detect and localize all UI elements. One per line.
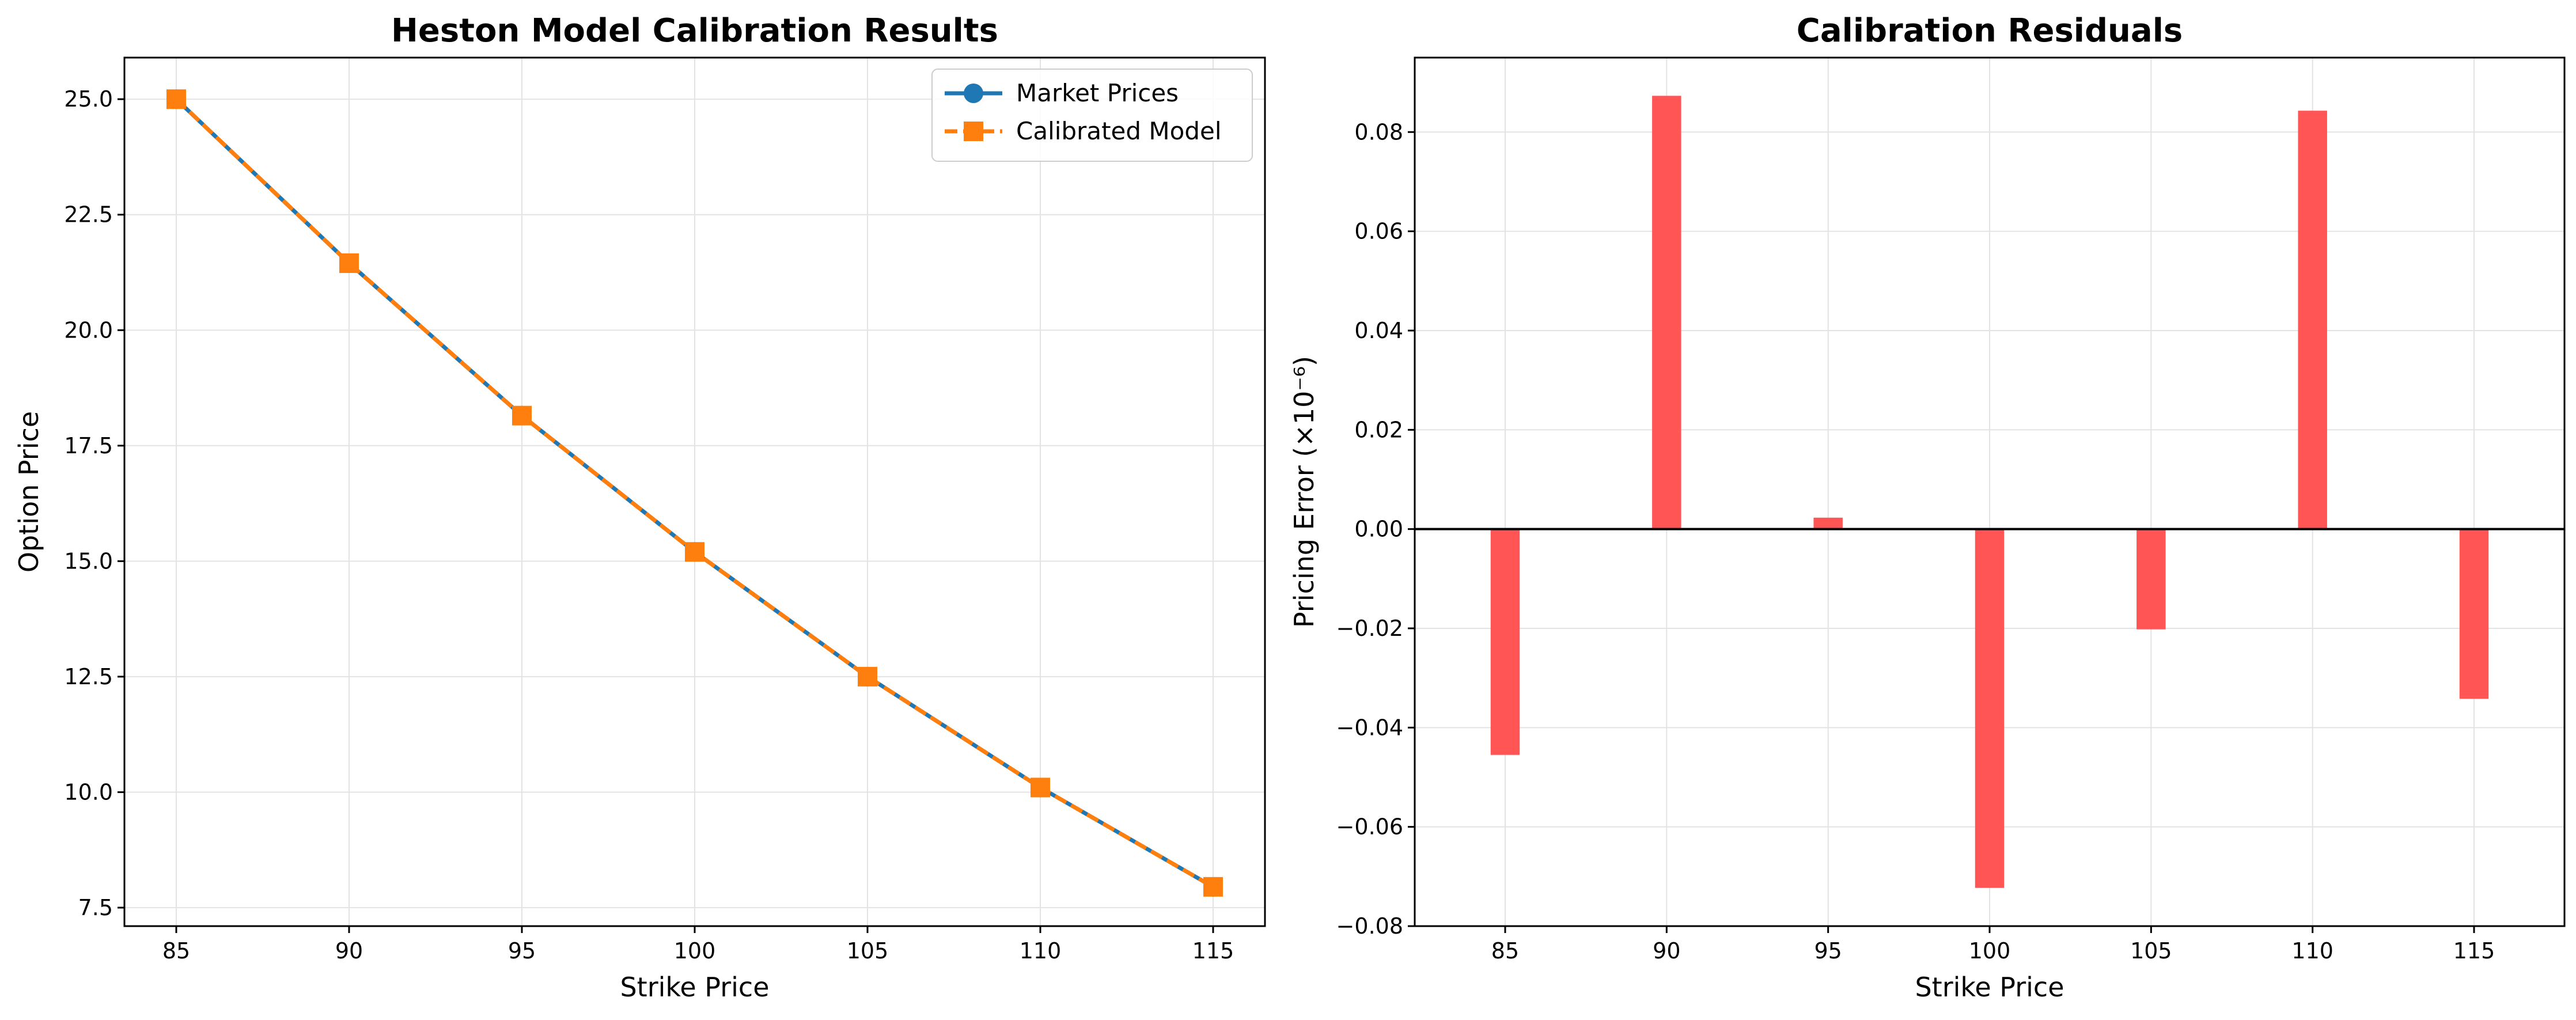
y-tick-label: 25.0 <box>64 86 113 112</box>
calibrated-model-point <box>1203 877 1223 897</box>
calibrated-model-point <box>512 405 532 426</box>
residual-bar <box>1652 96 1681 529</box>
residual-bar <box>2298 111 2327 529</box>
residual-bar <box>1813 517 1843 529</box>
residual-bar <box>2459 529 2489 699</box>
x-tick-label: 85 <box>1491 938 1519 964</box>
x-tick-label: 85 <box>162 938 190 964</box>
y-tick-label: −0.04 <box>1336 715 1403 740</box>
legend-frame <box>931 69 1253 162</box>
plot-frame <box>1414 56 2566 927</box>
y-tick-label: 0.08 <box>1354 119 1403 145</box>
x-tick-label: 100 <box>674 938 716 964</box>
x-tick-label: 110 <box>2291 938 2333 964</box>
y-tick-label: 0.06 <box>1354 219 1403 244</box>
y-axis-label: Pricing Error (×10⁻⁶) <box>1289 356 1320 628</box>
x-tick-label: 115 <box>1192 938 1234 964</box>
y-tick-label: 0.00 <box>1354 517 1403 542</box>
y-tick-label: 0.04 <box>1354 318 1403 343</box>
residual-bar <box>1975 529 2005 888</box>
calibrated-model-point <box>1031 778 1050 798</box>
y-axis-label: Option Price <box>13 411 44 572</box>
x-tick-label: 105 <box>847 938 889 964</box>
x-tick-label: 90 <box>1653 938 1680 964</box>
calibration-residuals-chart: Calibration Residuals −0.08 −0.06 −0.04 −0.… <box>1289 12 2566 1003</box>
y-tick-label: −0.02 <box>1336 616 1403 641</box>
residual-bar <box>2136 529 2166 630</box>
x-tick-label: 110 <box>1020 938 1062 964</box>
y-tick-label: 20.0 <box>64 317 113 343</box>
legend-marker-calibrated <box>964 122 983 141</box>
x-tick-label: 115 <box>2453 938 2495 964</box>
x-axis-label: Strike Price <box>620 972 769 1003</box>
y-tick-label: −0.06 <box>1336 814 1403 840</box>
x-tick-label: 95 <box>508 938 536 964</box>
x-tick-label: 105 <box>2130 938 2172 964</box>
calibrated-model-point <box>858 666 877 687</box>
y-tick-label: 12.5 <box>64 664 113 689</box>
y-tick-label: 22.5 <box>64 202 113 227</box>
y-tick-label: −0.08 <box>1336 913 1403 939</box>
calibration-results-chart: Heston Model Calibration Results 7.5 10.0… <box>13 12 1266 1003</box>
y-tick-label: 17.5 <box>64 433 113 458</box>
x-axis-label: Strike Price <box>1915 972 2064 1003</box>
y-tick-label: 15.0 <box>64 548 113 574</box>
x-tick-label: 95 <box>1814 938 1842 964</box>
calibrated-model-point <box>166 89 186 109</box>
y-tick-label: 10.0 <box>64 779 113 805</box>
legend-label-calibrated: Calibrated Model <box>1016 117 1222 145</box>
y-tick-label: 7.5 <box>78 895 113 920</box>
plot-frame <box>123 56 1266 927</box>
legend: Market Prices Calibrated Model <box>931 69 1253 162</box>
chart-title: Calibration Residuals <box>1797 12 2183 50</box>
legend-label-market: Market Prices <box>1016 79 1179 107</box>
residual-bar <box>1490 529 1520 755</box>
legend-marker-market <box>964 84 983 103</box>
calibrated-model-point <box>339 253 359 273</box>
x-tick-label: 90 <box>335 938 363 964</box>
y-tick-label: 0.02 <box>1354 417 1403 442</box>
calibrated-model-point <box>685 542 704 562</box>
chart-title: Heston Model Calibration Results <box>391 12 998 50</box>
x-tick-label: 100 <box>1969 938 2011 964</box>
